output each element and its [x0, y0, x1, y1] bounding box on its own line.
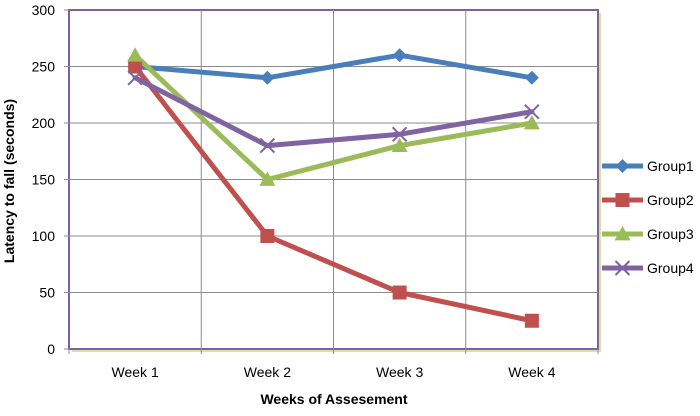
x-tick-label: Week 3	[376, 364, 423, 380]
legend-swatch-marker	[615, 193, 630, 207]
series-markers	[127, 47, 540, 328]
legend: Group1 Group2 Group3 Group4	[602, 158, 694, 276]
data-point-series-2	[260, 229, 275, 243]
legend-label: Group3	[647, 226, 694, 242]
legend-swatch-marker	[614, 226, 631, 241]
series-line-4	[132, 75, 535, 149]
data-point-series-2	[128, 59, 143, 74]
x-tick-label: Week 2	[244, 364, 291, 380]
y-tick-label: 0	[47, 341, 55, 357]
series-line-2	[132, 64, 535, 324]
data-point-series-4	[391, 126, 408, 143]
legend-item: Group2	[602, 192, 694, 208]
y-tick-label: 150	[32, 172, 56, 188]
y-tick-label: 200	[32, 115, 56, 131]
data-point-series-1	[392, 48, 407, 63]
y-tick-label: 300	[32, 2, 56, 18]
y-axis-ticks: 0 50 100 150 200 250 300	[32, 2, 56, 357]
y-axis-title: Latency to fall (seconds)	[1, 99, 17, 263]
legend-item: Group3	[602, 226, 694, 242]
x-tick-label: Week 4	[508, 364, 555, 380]
x-axis-title: Weeks of Assesement	[260, 391, 407, 407]
y-tick-label: 50	[39, 285, 55, 301]
x-tick-label: Week 1	[112, 364, 159, 380]
data-point-series-4	[524, 103, 540, 120]
legend-item: Group1	[602, 158, 694, 174]
legend-item: Group4	[602, 260, 694, 276]
data-point-series-4	[259, 137, 276, 154]
series-line-3	[132, 52, 535, 182]
legend-swatch-marker	[615, 159, 630, 173]
legend-swatch-marker	[614, 260, 631, 276]
data-point-series-1	[524, 70, 539, 85]
legend-label: Group4	[647, 260, 694, 276]
legend-label: Group2	[647, 192, 694, 208]
series-lines	[132, 52, 535, 324]
data-point-series-1	[260, 70, 275, 85]
data-point-series-3	[523, 115, 540, 130]
data-point-series-3	[127, 47, 144, 62]
data-point-series-2	[392, 285, 407, 300]
data-point-series-3	[391, 137, 408, 152]
y-tick-label: 250	[32, 59, 56, 75]
data-point-series-3	[259, 171, 276, 186]
data-point-series-2	[524, 313, 539, 328]
x-axis-ticks: Week 1 Week 2 Week 3 Week 4	[112, 364, 556, 380]
legend-label: Group1	[647, 158, 694, 174]
y-tick-label: 100	[32, 228, 56, 244]
series-line-1	[132, 52, 535, 81]
data-point-series-4	[127, 70, 143, 86]
plot-area	[68, 9, 601, 352]
